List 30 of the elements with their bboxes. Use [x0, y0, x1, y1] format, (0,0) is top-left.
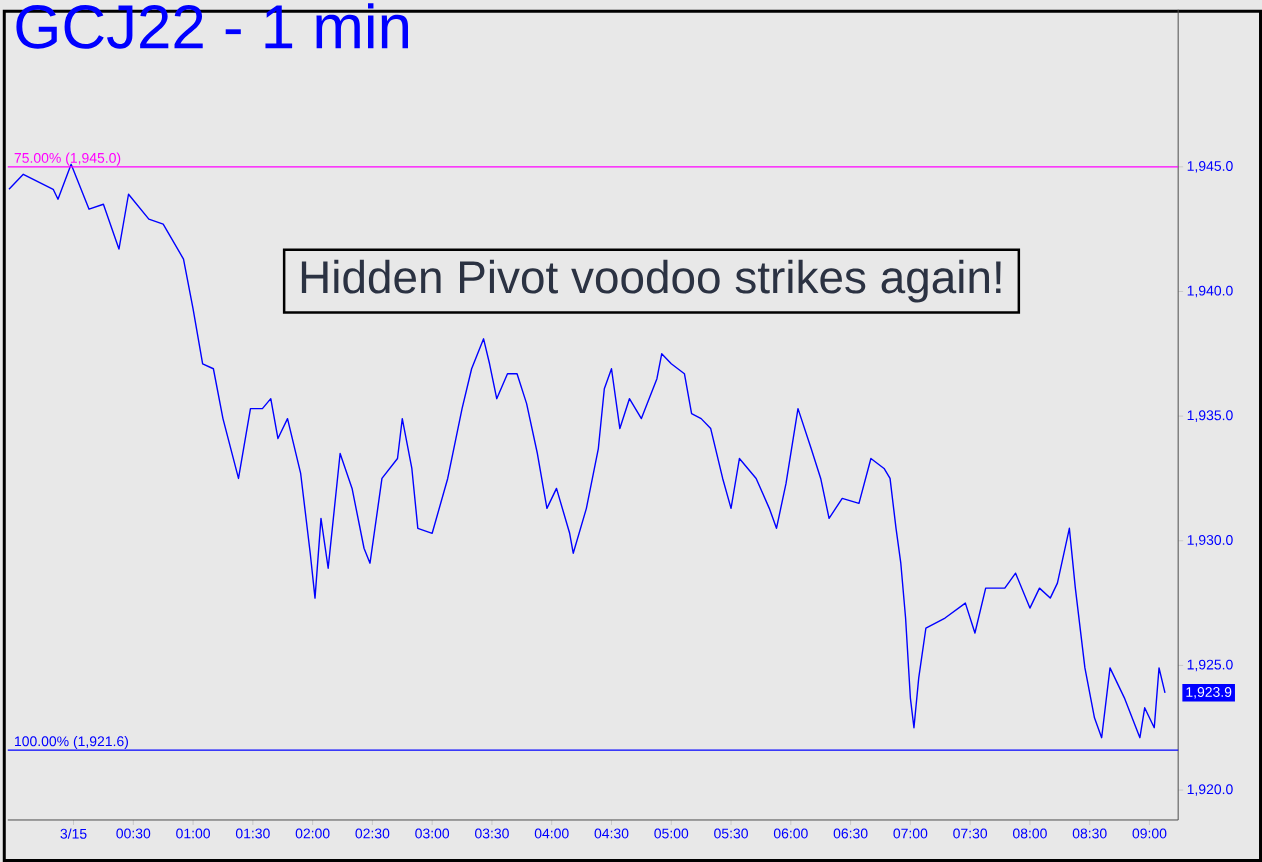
x-tick-label: 01:30 — [235, 828, 270, 839]
y-tick-label: 1,920.0 — [1187, 784, 1233, 796]
x-tick-label: 02:30 — [355, 828, 390, 839]
y-tick-label: 1,940.0 — [1187, 285, 1233, 298]
x-tick-label: 09:00 — [1132, 828, 1167, 839]
x-tick-label: 01:00 — [176, 828, 211, 839]
x-tick-label: 04:00 — [534, 828, 569, 839]
x-tick-label: 08:30 — [1072, 828, 1107, 839]
x-tick-label: 06:00 — [773, 828, 808, 839]
x-tick-label: 03:30 — [475, 828, 509, 839]
y-tick-label: 1,935.0 — [1187, 410, 1233, 422]
x-tick-label: 07:30 — [953, 828, 988, 839]
ref-line-label: 75.00% (1,945.0) — [14, 152, 121, 166]
x-tick-label: 05:30 — [714, 828, 748, 839]
y-tick-label: 1,945.0 — [1187, 161, 1233, 173]
x-tick-label: 07:00 — [893, 828, 928, 839]
chart-title: GCJ22 - 1 min — [16, 3, 408, 49]
ref-line-label: 100.00% (1,921.6) — [15, 736, 128, 750]
x-tick-label: 08:00 — [1012, 828, 1047, 839]
annotation: 1,923.9 — [1186, 687, 1232, 699]
x-tick-label: 03:00 — [415, 828, 450, 839]
x-tick-label: 06:30 — [833, 828, 868, 839]
x-tick-label: 04:30 — [594, 828, 629, 839]
annotation: Hidden Pivot voodoo strikes again! — [301, 259, 1001, 303]
y-tick-label: 1,925.0 — [1187, 659, 1233, 672]
y-tick-label: 1,930.0 — [1187, 535, 1233, 547]
x-tick-label: 02:00 — [295, 828, 330, 839]
x-tick-label: 00:30 — [116, 828, 151, 839]
x-tick-label: 05:00 — [654, 828, 689, 839]
x-tick-label: 3/15 — [60, 828, 87, 839]
